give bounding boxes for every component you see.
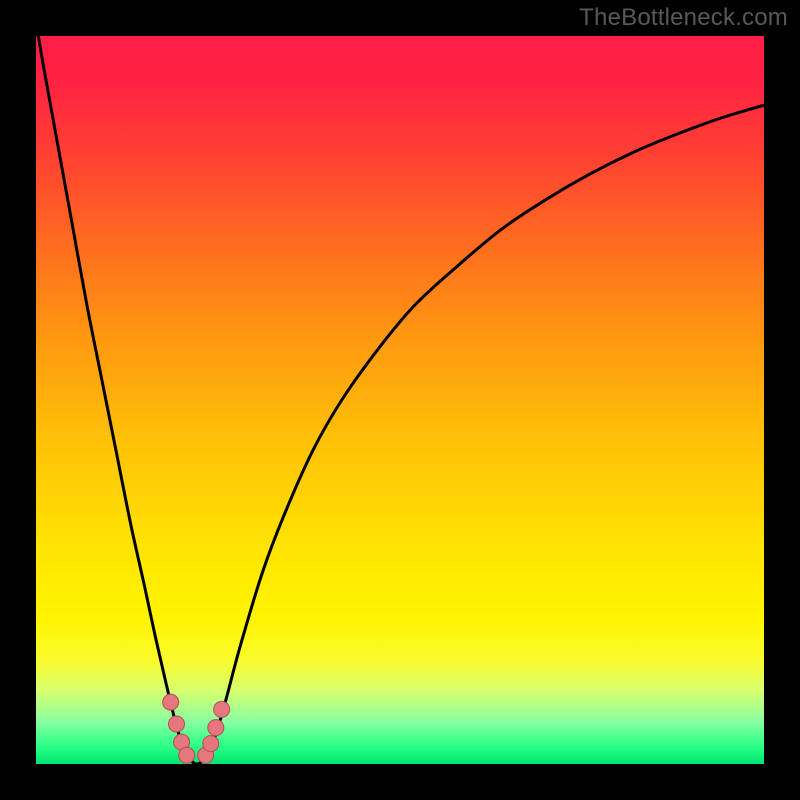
- marker-dot: [214, 701, 230, 717]
- marker-dot: [203, 736, 219, 752]
- marker-dot: [179, 747, 195, 763]
- marker-dot: [163, 694, 179, 710]
- chart-container: TheBottleneck.com: [0, 0, 800, 800]
- watermark-text: TheBottleneck.com: [579, 4, 788, 32]
- marker-dot: [169, 716, 185, 732]
- gradient-background: [36, 36, 764, 764]
- bottleneck-chart: [0, 0, 800, 800]
- marker-dot: [208, 720, 224, 736]
